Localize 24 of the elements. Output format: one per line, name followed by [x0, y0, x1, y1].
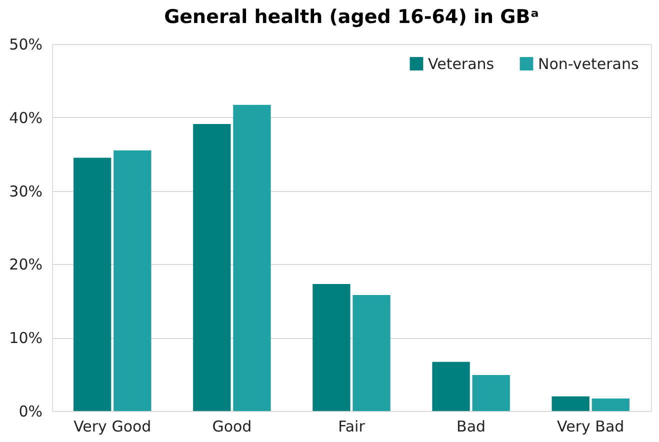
- legend-label: Veterans: [428, 54, 494, 73]
- y-tick-label: 50%: [9, 36, 42, 54]
- chart-title: General health (aged 16-64) in GBᵃ: [164, 6, 539, 28]
- bar: [432, 362, 470, 411]
- x-tick-label: Very Bad: [557, 418, 624, 436]
- y-tick-label: 30%: [9, 182, 42, 200]
- bar: [114, 150, 152, 411]
- bar: [552, 396, 590, 411]
- bar: [233, 104, 271, 411]
- legend-label: Non-veterans: [538, 54, 639, 73]
- bar: [352, 295, 390, 411]
- bar: [312, 284, 350, 411]
- x-tick-label: Fair: [338, 418, 366, 436]
- x-tick-label: Bad: [456, 418, 486, 436]
- y-tick-label: 40%: [9, 108, 42, 127]
- y-tick-label: 0%: [18, 402, 42, 420]
- y-tick-label: 10%: [9, 329, 42, 348]
- bar: [592, 398, 630, 411]
- bar: [74, 158, 112, 411]
- y-tick-label: 20%: [9, 256, 42, 274]
- bar: [193, 124, 231, 411]
- bar: [472, 375, 510, 411]
- x-tick-label: Good: [212, 418, 252, 436]
- x-tick-label: Very Good: [74, 418, 152, 436]
